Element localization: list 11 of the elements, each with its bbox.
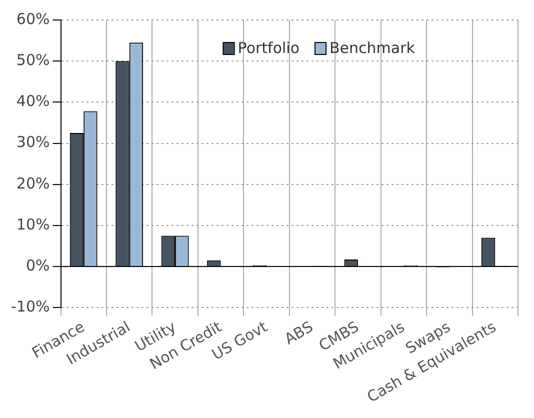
legend-label: Portfolio (238, 38, 300, 57)
y-tick-label: 20% (16, 174, 50, 192)
y-tick-label: 60% (16, 10, 50, 28)
y-tick-label: -10% (10, 298, 50, 316)
y-tick-label: 40% (16, 92, 50, 110)
y-tick-label: 10% (16, 215, 50, 234)
y-tick-label: 0% (26, 256, 50, 274)
y-tick-label: 30% (16, 133, 50, 152)
y-tick-label: 50% (16, 50, 50, 69)
legend-label: Benchmark (330, 38, 416, 57)
x-tick-label: ABS (281, 318, 316, 348)
